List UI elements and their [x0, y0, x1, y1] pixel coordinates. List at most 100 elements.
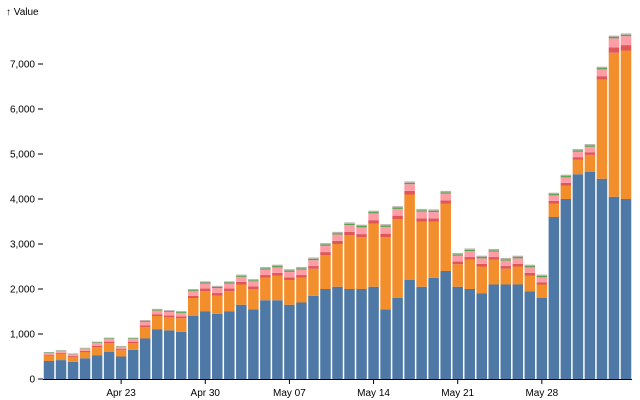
bar-segment — [175, 311, 187, 312]
bar-segment — [344, 289, 355, 379]
bar-segment — [560, 177, 572, 183]
bar-segment — [43, 361, 55, 379]
bar-segment — [103, 338, 115, 339]
bar-segment — [344, 222, 355, 224]
bar-segment — [356, 234, 367, 238]
bar-segment — [428, 221, 439, 278]
bar-segment — [103, 341, 115, 343]
bar-segment — [248, 286, 259, 289]
bar-segment — [163, 315, 175, 318]
bar-segment — [79, 348, 91, 351]
bar-segment — [620, 45, 632, 51]
y-tick-label: 5,000 — [10, 150, 35, 161]
bar-segment — [224, 281, 235, 283]
bar-segment — [200, 281, 211, 283]
bar-segment — [500, 266, 512, 269]
bar-segment — [296, 266, 307, 269]
bar-segment — [392, 208, 403, 216]
x-tick-label: May 21 — [441, 388, 474, 399]
bar-segment — [55, 352, 67, 354]
bar-segment — [392, 215, 403, 220]
bar-segment — [91, 342, 103, 343]
bar-segment — [452, 264, 463, 287]
y-tick-label: 1,000 — [10, 330, 35, 341]
bar-segment — [320, 289, 331, 379]
bar-segment — [248, 309, 259, 379]
bar-segment — [404, 280, 415, 379]
bar-segment — [572, 174, 584, 379]
bar-segment — [620, 50, 632, 199]
bar-segment — [55, 351, 67, 353]
bar-segment — [212, 313, 223, 379]
bar-segment — [187, 316, 199, 379]
bar-segment — [163, 317, 175, 331]
bar-segment — [212, 286, 223, 289]
bar-segment — [212, 293, 223, 296]
bar-segment — [500, 284, 512, 379]
bar-segment — [284, 270, 295, 272]
bar-segment — [404, 184, 415, 191]
bar-segment — [608, 196, 620, 379]
bar-segment — [296, 275, 307, 278]
bar-segment — [464, 289, 475, 379]
bar-segment — [248, 281, 259, 287]
bar-segment — [163, 330, 175, 379]
bar-segment — [596, 178, 608, 379]
bar-segment — [608, 52, 620, 197]
y-tick-label: 2,000 — [10, 285, 35, 296]
bar-segment — [416, 221, 427, 287]
bar-segment — [596, 79, 608, 179]
bar-segment — [380, 224, 391, 226]
bar-segment — [416, 208, 427, 211]
bar-segment — [139, 320, 151, 322]
bar-segment — [163, 311, 175, 316]
bar-segment — [175, 311, 187, 313]
bar-segment — [416, 286, 427, 379]
bar-segment — [596, 76, 608, 80]
bar-segment — [103, 337, 115, 339]
bar-segment — [332, 240, 343, 244]
bar-segment — [428, 210, 439, 213]
bar-segment — [272, 264, 283, 267]
bar-segment — [200, 282, 211, 284]
bar-segment — [163, 311, 175, 312]
bar-segment — [127, 338, 139, 342]
bar-segment — [115, 356, 127, 379]
bar-segment — [175, 312, 187, 317]
bar-segment — [560, 199, 572, 379]
bar-segment — [187, 291, 199, 296]
bar-segment — [440, 200, 451, 204]
bar-segment — [452, 254, 463, 256]
bar-segment — [440, 190, 451, 193]
bar-segment — [368, 286, 379, 379]
bar-segment — [404, 181, 415, 183]
bar-segment — [91, 341, 103, 343]
bar-segment — [139, 327, 151, 339]
bar-segment — [620, 199, 632, 379]
bar-segment — [127, 337, 139, 339]
bar-segment — [368, 213, 379, 221]
bar-segment — [320, 252, 331, 256]
bar-segment — [512, 284, 524, 379]
bar-segment — [380, 226, 391, 234]
bar-segment — [500, 257, 512, 260]
bar-segment — [500, 268, 512, 285]
bar-segment — [476, 255, 488, 258]
bar-segment — [560, 185, 572, 199]
bar-segment — [272, 275, 283, 301]
y-axis-title: ↑ Value — [6, 7, 39, 18]
bar-segment — [224, 288, 235, 292]
bar-segment — [464, 249, 475, 252]
bar-segment — [284, 271, 295, 278]
x-tick-label: Apr 23 — [106, 388, 136, 399]
bar-segment — [488, 248, 500, 251]
bar-segment — [512, 255, 524, 258]
bar-segment — [512, 257, 524, 259]
bar-segment — [536, 282, 548, 285]
bar-segment — [187, 289, 199, 291]
bar-segment — [67, 354, 79, 357]
bar-segment — [452, 255, 463, 262]
bar-segment — [512, 263, 524, 267]
y-tick-label: 3,000 — [10, 240, 35, 251]
bar-segment — [620, 36, 632, 46]
